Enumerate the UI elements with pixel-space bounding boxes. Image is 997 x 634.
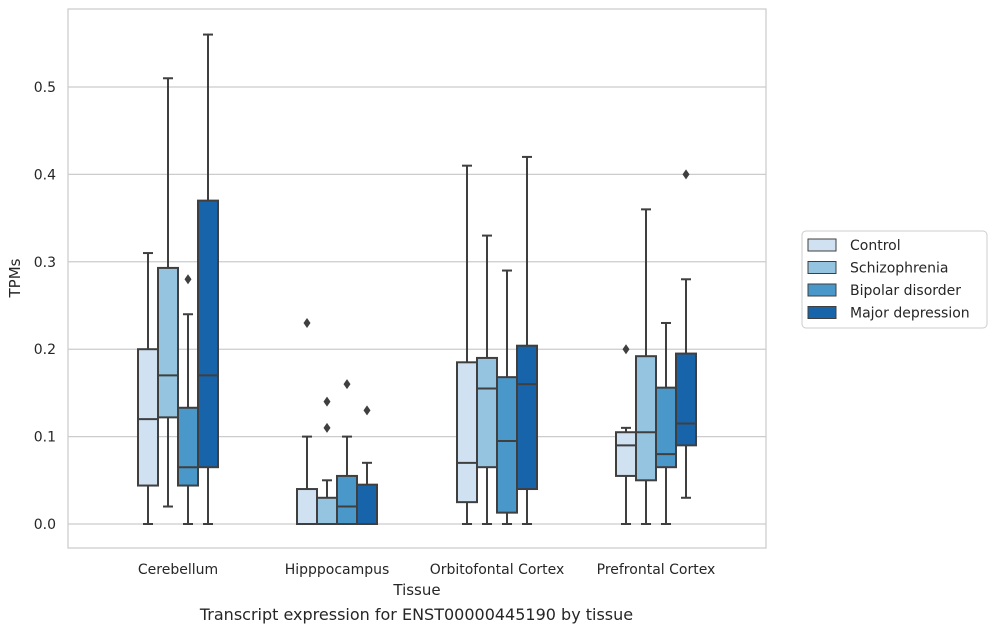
outlier-point bbox=[363, 405, 371, 416]
legend-label: Control bbox=[850, 238, 901, 254]
legend-swatch bbox=[807, 283, 837, 297]
y-axis-ticks: 0.0 0.1 0.2 0.3 0.4 0.5 bbox=[34, 80, 56, 533]
legend-item: Control bbox=[807, 238, 901, 254]
legend-swatch bbox=[807, 238, 837, 252]
box bbox=[476, 234, 498, 525]
outlier-point bbox=[343, 379, 351, 390]
box bbox=[157, 77, 179, 508]
box-body bbox=[316, 496, 338, 525]
y-axis-title: TPMs bbox=[6, 258, 24, 298]
box-body bbox=[336, 474, 358, 525]
legend-label: Schizophrenia bbox=[850, 261, 948, 277]
legend-swatch bbox=[807, 261, 837, 274]
box-body bbox=[516, 344, 538, 491]
legend-item: Bipolar disorder bbox=[807, 283, 961, 299]
legend-item: Major depression bbox=[807, 306, 970, 322]
outlier-point bbox=[303, 317, 311, 328]
y-tick-label: 0.1 bbox=[34, 430, 56, 446]
box-body bbox=[356, 483, 378, 526]
series-schizophrenia bbox=[157, 77, 657, 525]
x-tick-label: Hipppocampus bbox=[285, 562, 390, 578]
box bbox=[456, 164, 478, 525]
box bbox=[336, 379, 358, 525]
box-body bbox=[476, 356, 498, 469]
box-body bbox=[137, 348, 159, 487]
legend: Control Schizophrenia Bipolar disorder Majo… bbox=[801, 230, 988, 329]
box bbox=[516, 155, 538, 525]
outlier-point bbox=[682, 169, 690, 180]
box-body bbox=[675, 352, 697, 447]
plot-border bbox=[67, 8, 767, 549]
box-body bbox=[197, 199, 219, 469]
box-body bbox=[456, 361, 478, 504]
series-bipolar-disorder bbox=[177, 269, 677, 525]
x-tick-label: Cerebellum bbox=[138, 562, 218, 578]
box bbox=[615, 344, 637, 525]
series-major-depression bbox=[197, 33, 697, 526]
x-tick-label: Prefrontal Cortex bbox=[597, 562, 716, 578]
x-axis-title: Tissue bbox=[392, 581, 440, 599]
box bbox=[655, 321, 677, 525]
box bbox=[137, 252, 159, 525]
box bbox=[675, 169, 697, 499]
series-control bbox=[137, 164, 637, 526]
outlier-point bbox=[622, 344, 630, 355]
box-body bbox=[177, 406, 199, 487]
box bbox=[296, 317, 318, 526]
outlier-point bbox=[184, 274, 192, 285]
legend-swatch bbox=[807, 306, 837, 319]
box bbox=[356, 405, 378, 526]
outlier-point bbox=[323, 422, 331, 433]
box bbox=[197, 33, 219, 525]
y-tick-label: 0.5 bbox=[34, 80, 56, 96]
legend-label: Bipolar disorder bbox=[850, 283, 961, 299]
box-body bbox=[296, 488, 318, 526]
box-body bbox=[496, 376, 518, 514]
legend-item: Schizophrenia bbox=[807, 261, 948, 277]
x-tick-label: Orbitofontal Cortex bbox=[430, 562, 565, 578]
x-axis-ticks: Cerebellum Hipppocampus Orbitofontal Corte… bbox=[138, 562, 715, 578]
box bbox=[635, 208, 657, 525]
y-tick-label: 0.2 bbox=[34, 342, 56, 358]
box-series bbox=[137, 33, 697, 526]
outlier-point bbox=[323, 396, 331, 407]
legend-frame bbox=[801, 230, 988, 329]
box-body bbox=[655, 386, 677, 469]
y-tick-label: 0.3 bbox=[34, 255, 56, 271]
box-body bbox=[157, 266, 179, 419]
legend-label: Major depression bbox=[850, 306, 970, 322]
box-body bbox=[615, 431, 637, 477]
box-body bbox=[635, 355, 657, 482]
y-tick-label: 0.0 bbox=[34, 517, 56, 533]
y-tick-label: 0.4 bbox=[34, 167, 56, 183]
figure-caption: Transcript expression for ENST0000044519… bbox=[199, 605, 634, 624]
